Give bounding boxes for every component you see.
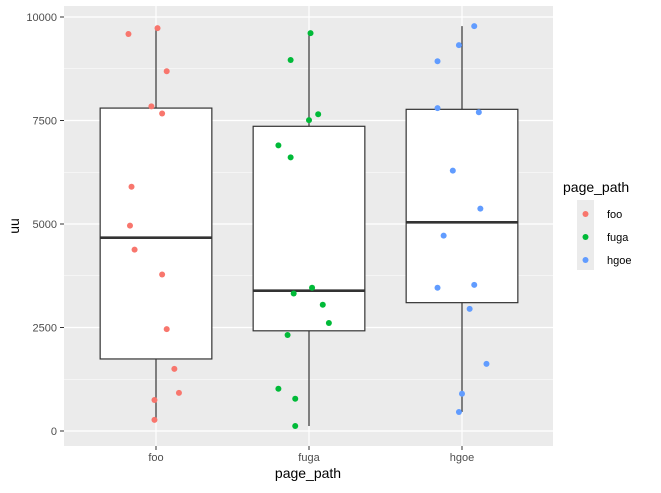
point-fuga: [287, 57, 294, 64]
y-axis-label: uu: [6, 218, 22, 234]
point-foo: [163, 326, 170, 333]
y-tick-label: 10000: [26, 12, 57, 24]
point-hgoe: [475, 109, 482, 116]
x-tick-label: foo: [148, 452, 163, 464]
point-fuga: [275, 385, 282, 392]
point-fuga: [292, 423, 299, 430]
point-hgoe: [449, 167, 456, 174]
point-foo: [163, 68, 170, 75]
point-hgoe: [471, 281, 478, 288]
legend: page_path foo fuga hgoe: [563, 179, 631, 270]
point-hgoe: [459, 390, 465, 397]
y-tick-label: 5000: [33, 219, 57, 231]
point-hgoe: [434, 58, 441, 65]
legend-key-fuga: [582, 234, 589, 240]
point-hgoe: [455, 42, 462, 49]
box-foo: [99, 107, 213, 360]
point-hgoe: [483, 360, 490, 367]
point-hgoe: [471, 23, 478, 30]
legend-key-hgoe: [582, 257, 589, 263]
point-hgoe: [466, 305, 473, 312]
points: [125, 23, 490, 430]
point-foo: [154, 25, 161, 32]
point-fuga: [309, 284, 316, 291]
point-fuga: [325, 319, 332, 326]
point-foo: [148, 103, 155, 110]
point-fuga: [287, 154, 294, 161]
point-fuga: [292, 395, 299, 402]
box-hgoe: [405, 108, 519, 304]
point-hgoe: [455, 408, 462, 415]
point-hgoe: [434, 284, 441, 291]
legend-key-foo: [582, 211, 589, 217]
point-hgoe: [434, 105, 441, 112]
point-foo: [159, 271, 166, 278]
legend-label: fuga: [607, 232, 629, 244]
legend-label: hgoe: [607, 255, 631, 267]
point-fuga: [284, 331, 291, 338]
point-foo: [159, 110, 166, 117]
point-foo: [151, 416, 158, 423]
point-foo: [171, 365, 178, 372]
point-foo: [151, 396, 158, 403]
point-foo: [131, 246, 138, 253]
point-foo: [126, 222, 133, 229]
point-foo: [125, 30, 132, 37]
y-axis: 0 2500 5000 7500 10000: [26, 12, 64, 438]
y-tick-label: 2500: [33, 323, 57, 335]
y-tick-label: 7500: [33, 116, 57, 128]
x-axis-label: page_path: [275, 465, 341, 481]
point-hgoe: [477, 205, 484, 212]
x-tick-label: fuga: [298, 452, 320, 464]
legend-title: page_path: [563, 179, 629, 195]
point-fuga: [290, 290, 297, 297]
y-tick-label: 0: [51, 426, 57, 438]
boxes: [99, 26, 519, 427]
point-foo: [175, 389, 182, 396]
point-foo: [128, 183, 135, 190]
point-fuga: [307, 30, 314, 37]
x-axis: foo fuga hgoe: [148, 446, 474, 464]
point-hgoe: [440, 232, 447, 239]
x-tick-label: hgoe: [450, 452, 474, 464]
point-fuga: [306, 117, 312, 124]
point-fuga: [319, 301, 326, 308]
point-fuga: [275, 142, 282, 149]
legend-label: foo: [607, 209, 622, 221]
point-fuga: [315, 111, 322, 118]
box-fuga: [252, 125, 366, 332]
